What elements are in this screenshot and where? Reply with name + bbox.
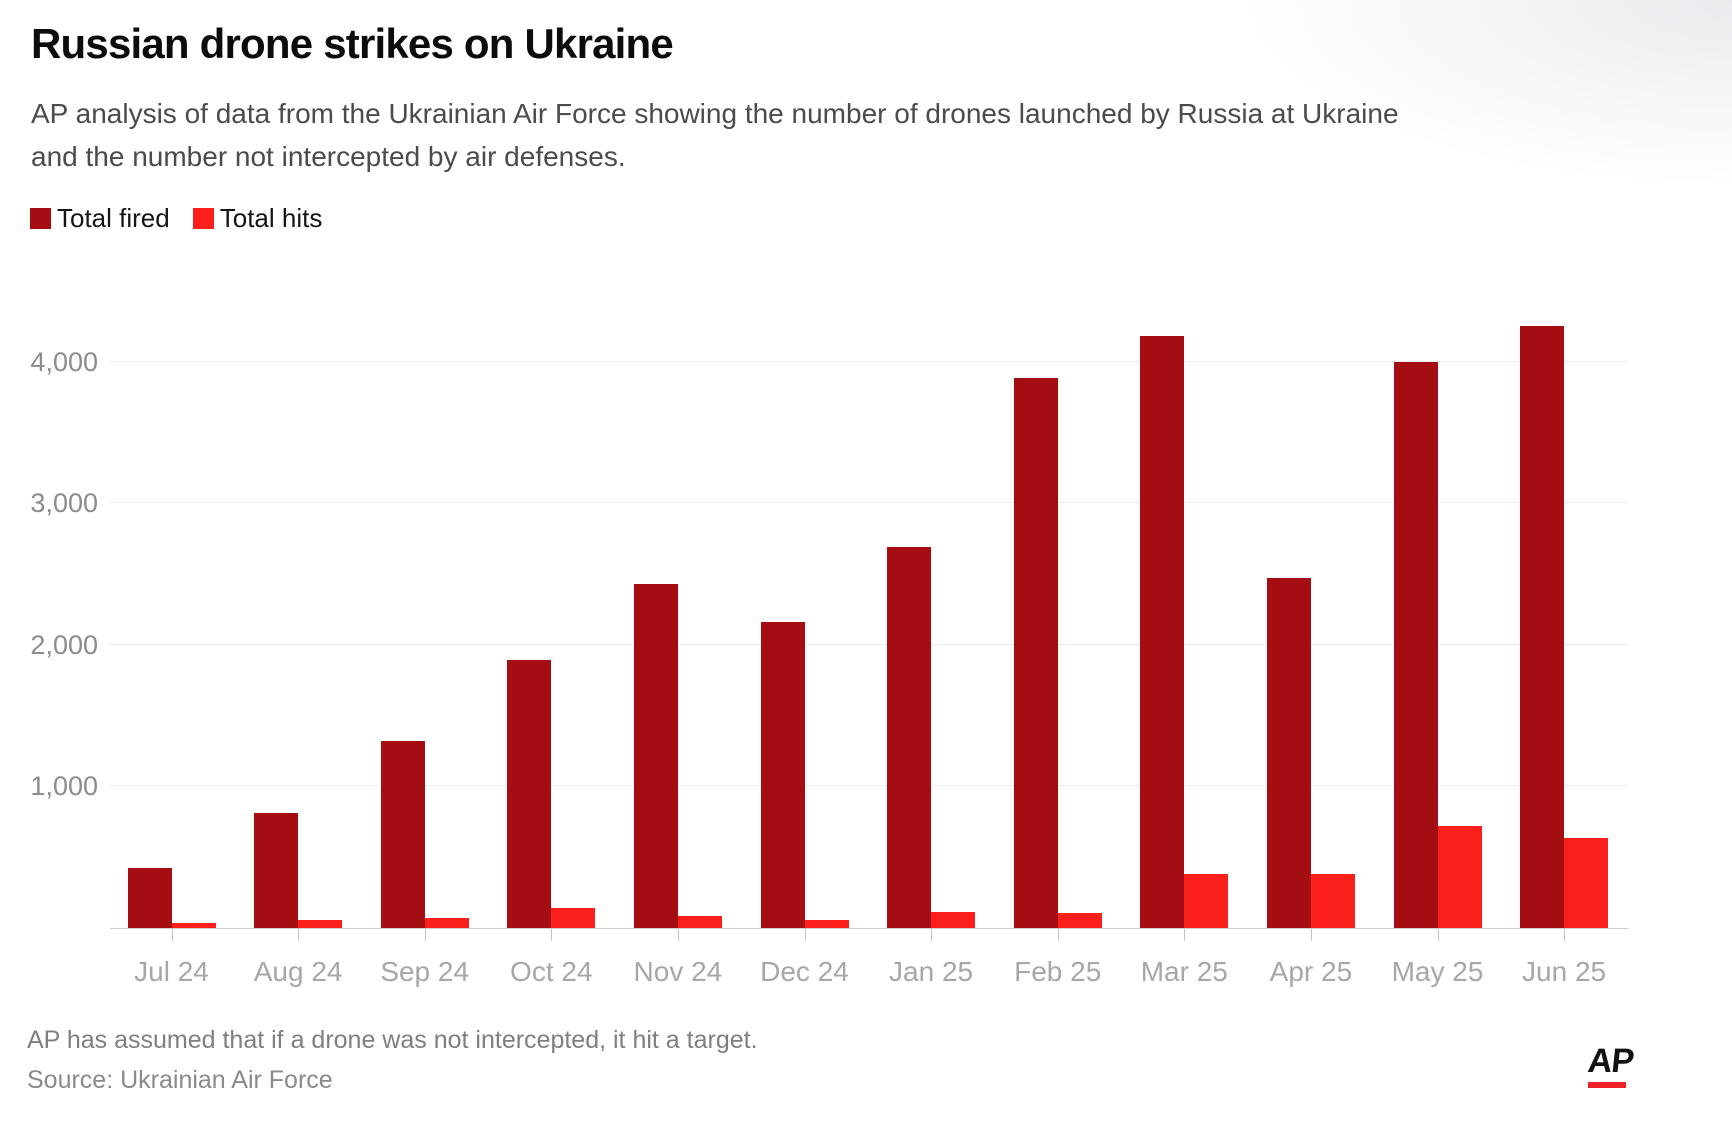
ap-logo: AP	[1586, 1042, 1635, 1088]
bar-fired-jul-24	[127, 868, 172, 928]
x-tick-label-dec-24: Dec 24	[760, 956, 849, 987]
x-tick-label-sep-24: Sep 24	[380, 956, 470, 987]
bar-fired-apr-25	[1266, 578, 1311, 928]
x-tick-label-aug-24: Aug 24	[253, 956, 343, 987]
x-tick-oct-24	[551, 928, 553, 941]
bar-hits-may-25	[1437, 826, 1482, 928]
x-axis-line	[110, 928, 1628, 929]
chart-subtitle-line2: and the number not intercepted by air de…	[31, 141, 626, 172]
bar-fired-jun-25	[1520, 326, 1565, 928]
legend-label-total-fired: Total fired	[57, 203, 170, 233]
legend-item-total-hits: Total hits	[192, 203, 323, 234]
x-tick-label-nov-24: Nov 24	[633, 956, 723, 987]
legend-label-total-hits: Total hits	[219, 203, 323, 233]
x-tick-jul-24	[171, 928, 173, 941]
source-credit: Source: Ukrainian Air Force	[27, 1066, 333, 1094]
y-tick-label-3000: 3,000	[30, 488, 98, 519]
x-tick-label-jul-24: Jul 24	[134, 956, 209, 987]
y-tick-label-1000: 1,000	[30, 771, 98, 802]
bar-hits-jul-24	[171, 923, 216, 928]
ap-logo-red-bar	[1588, 1082, 1626, 1088]
x-tick-apr-25	[1310, 928, 1312, 941]
chart-subtitle: AP analysis of data from the Ukrainian A…	[31, 92, 1399, 178]
x-tick-label-feb-25: Feb 25	[1014, 956, 1102, 987]
legend-item-total-fired: Total fired	[30, 203, 170, 234]
legend-swatch-total-hits	[192, 208, 214, 229]
bar-hits-feb-25	[1057, 913, 1102, 928]
bar-hits-apr-25	[1310, 874, 1355, 928]
bar-hits-aug-24	[298, 920, 343, 928]
x-tick-sep-24	[424, 928, 426, 941]
legend-swatch-total-fired	[30, 208, 51, 229]
x-tick-nov-24	[677, 928, 679, 941]
bar-fired-may-25	[1393, 362, 1438, 928]
gridline-4000	[110, 360, 1628, 362]
bar-hits-oct-24	[551, 908, 596, 928]
x-tick-mar-25	[1184, 928, 1186, 941]
bar-fired-feb-25	[1013, 378, 1058, 928]
footnote: AP has assumed that if a drone was not i…	[27, 1026, 758, 1054]
x-tick-label-jun-25: Jun 25	[1522, 956, 1607, 987]
chart-legend: Total fired Total hits	[30, 203, 322, 234]
gridline-3000	[110, 502, 1628, 504]
ap-logo-text: AP	[1586, 1042, 1636, 1080]
x-tick-dec-24	[804, 928, 806, 941]
x-tick-label-jan-25: Jan 25	[889, 956, 974, 987]
bar-fired-sep-24	[380, 741, 425, 928]
bar-hits-nov-24	[677, 916, 722, 928]
y-tick-label-2000: 2,000	[30, 629, 98, 660]
gridline-1000	[110, 785, 1628, 787]
bar-fired-jan-25	[887, 547, 932, 928]
bar-hits-sep-24	[424, 918, 469, 928]
gridline-2000	[110, 643, 1628, 645]
x-tick-label-mar-25: Mar 25	[1140, 956, 1228, 987]
x-tick-label-may-25: May 25	[1391, 956, 1484, 987]
x-tick-aug-24	[298, 928, 300, 941]
bar-fired-aug-24	[254, 813, 299, 928]
bar-hits-jun-25	[1564, 838, 1609, 928]
page-title: Russian drone strikes on Ukraine	[31, 20, 674, 67]
x-tick-jun-25	[1564, 928, 1566, 941]
bar-fired-dec-24	[760, 622, 805, 928]
bar-fired-nov-24	[633, 584, 678, 928]
x-tick-may-25	[1437, 928, 1439, 941]
x-tick-feb-25	[1057, 928, 1059, 941]
chart-subtitle-line1: AP analysis of data from the Ukrainian A…	[31, 98, 1399, 129]
x-tick-jan-25	[931, 928, 933, 941]
bar-hits-dec-24	[804, 920, 849, 928]
plot-area	[110, 291, 1628, 941]
x-tick-label-apr-25: Apr 25	[1269, 956, 1353, 987]
y-tick-label-4000: 4,000	[30, 346, 98, 377]
bar-fired-oct-24	[507, 660, 552, 928]
bar-hits-mar-25	[1184, 874, 1229, 928]
bar-hits-jan-25	[931, 912, 976, 928]
bar-fired-mar-25	[1140, 336, 1185, 928]
x-tick-label-oct-24: Oct 24	[510, 956, 593, 987]
